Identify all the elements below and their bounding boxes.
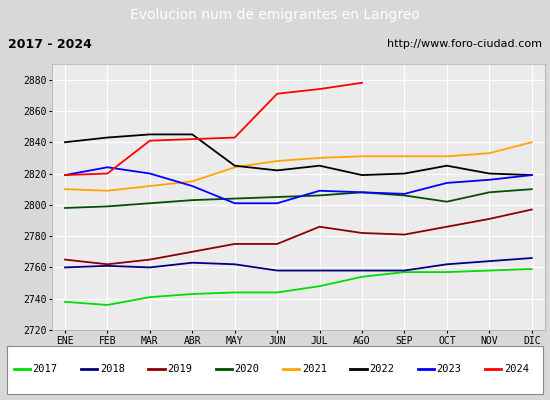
- FancyBboxPatch shape: [7, 346, 543, 394]
- Text: 2020: 2020: [234, 364, 260, 374]
- Text: 2019: 2019: [167, 364, 192, 374]
- Text: 2021: 2021: [302, 364, 327, 374]
- Text: 2022: 2022: [370, 364, 394, 374]
- Text: 2023: 2023: [437, 364, 461, 374]
- Text: 2017 - 2024: 2017 - 2024: [8, 38, 92, 51]
- Text: http://www.foro-ciudad.com: http://www.foro-ciudad.com: [387, 39, 542, 49]
- Text: 2024: 2024: [504, 364, 529, 374]
- Text: 2017: 2017: [32, 364, 57, 374]
- Text: 2018: 2018: [100, 364, 125, 374]
- Text: Evolucion num de emigrantes en Langreo: Evolucion num de emigrantes en Langreo: [130, 8, 420, 22]
